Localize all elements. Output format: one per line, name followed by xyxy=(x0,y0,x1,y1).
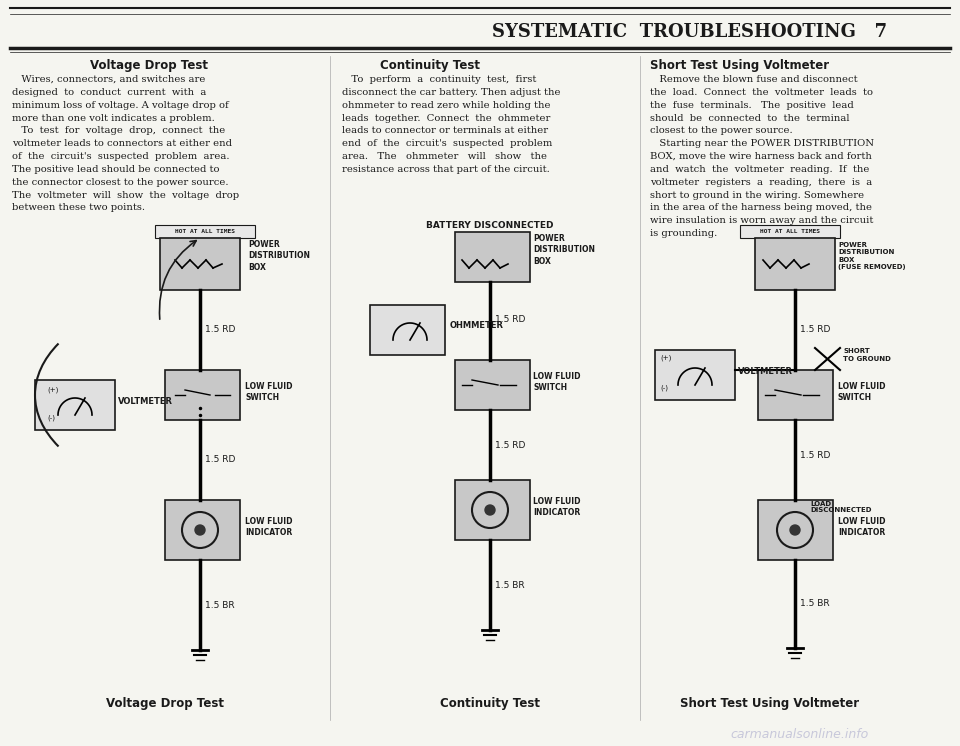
Text: VOLTMETER: VOLTMETER xyxy=(118,398,173,407)
Text: (+): (+) xyxy=(47,386,59,393)
Polygon shape xyxy=(455,360,530,410)
Polygon shape xyxy=(165,500,240,560)
Text: 1.5 RD: 1.5 RD xyxy=(800,451,830,460)
Text: 1.5 RD: 1.5 RD xyxy=(205,325,235,334)
Text: LOW FLUID
INDICATOR: LOW FLUID INDICATOR xyxy=(838,517,885,537)
Text: (+): (+) xyxy=(660,355,671,361)
Text: HOT AT ALL TIMES: HOT AT ALL TIMES xyxy=(760,229,820,234)
Circle shape xyxy=(195,525,205,535)
Text: (-): (-) xyxy=(47,415,55,421)
Text: Voltage Drop Test: Voltage Drop Test xyxy=(106,698,224,710)
Text: POWER
DISTRIBUTION
BOX
(FUSE REMOVED): POWER DISTRIBUTION BOX (FUSE REMOVED) xyxy=(838,242,905,270)
Text: LOW FLUID
SWITCH: LOW FLUID SWITCH xyxy=(533,372,581,392)
Circle shape xyxy=(485,505,495,515)
Text: Short Test Using Voltmeter: Short Test Using Voltmeter xyxy=(681,698,859,710)
Text: Remove the blown fuse and disconnect
the  load.  Connect  the  voltmeter  leads : Remove the blown fuse and disconnect the… xyxy=(650,75,874,238)
Polygon shape xyxy=(455,232,530,282)
Text: Continuity Test: Continuity Test xyxy=(440,698,540,710)
Text: LOW FLUID
INDICATOR: LOW FLUID INDICATOR xyxy=(533,497,581,517)
Text: 1.5 RD: 1.5 RD xyxy=(495,316,525,325)
Text: (-): (-) xyxy=(660,385,668,391)
Polygon shape xyxy=(740,225,840,238)
Text: 1.5 BR: 1.5 BR xyxy=(205,601,234,609)
Text: LOAD
DISCONNECTED: LOAD DISCONNECTED xyxy=(810,501,872,513)
Circle shape xyxy=(790,525,800,535)
Text: 1.5 BR: 1.5 BR xyxy=(800,598,829,607)
Text: To  perform  a  continuity  test,  first
disconnect the car battery. Then adjust: To perform a continuity test, first disc… xyxy=(342,75,561,174)
Text: Voltage Drop Test: Voltage Drop Test xyxy=(90,58,208,72)
Polygon shape xyxy=(758,370,833,420)
Polygon shape xyxy=(455,480,530,540)
Polygon shape xyxy=(35,380,115,430)
Text: BATTERY DISCONNECTED: BATTERY DISCONNECTED xyxy=(426,221,554,230)
Polygon shape xyxy=(370,305,445,355)
Text: HOT AT ALL TIMES: HOT AT ALL TIMES xyxy=(175,229,235,234)
Text: LOW FLUID
SWITCH: LOW FLUID SWITCH xyxy=(245,382,293,402)
Text: LOW FLUID
INDICATOR: LOW FLUID INDICATOR xyxy=(245,517,293,537)
Polygon shape xyxy=(655,350,735,400)
Polygon shape xyxy=(160,238,240,290)
Polygon shape xyxy=(155,225,255,238)
Text: 1.5 RD: 1.5 RD xyxy=(800,325,830,334)
Polygon shape xyxy=(758,500,833,560)
Text: SHORT
TO GROUND: SHORT TO GROUND xyxy=(843,348,891,362)
Text: 1.5 BR: 1.5 BR xyxy=(495,580,524,589)
Text: Short Test Using Voltmeter: Short Test Using Voltmeter xyxy=(650,58,829,72)
Text: OHMMETER: OHMMETER xyxy=(450,321,504,330)
Text: POWER
DISTRIBUTION
BOX: POWER DISTRIBUTION BOX xyxy=(533,234,595,266)
Text: LOW FLUID
SWITCH: LOW FLUID SWITCH xyxy=(838,382,885,402)
Polygon shape xyxy=(755,238,835,290)
Text: POWER
DISTRIBUTION
BOX: POWER DISTRIBUTION BOX xyxy=(248,240,310,272)
Text: 1.5 RD: 1.5 RD xyxy=(205,456,235,465)
Text: 1.5 RD: 1.5 RD xyxy=(495,440,525,450)
Text: Continuity Test: Continuity Test xyxy=(380,58,480,72)
Text: SYSTEMATIC  TROUBLESHOOTING   7: SYSTEMATIC TROUBLESHOOTING 7 xyxy=(492,23,888,41)
Polygon shape xyxy=(165,370,240,420)
Text: VOLTMETER: VOLTMETER xyxy=(738,368,793,377)
Text: Wires, connectors, and switches are
designed  to  conduct  current  with  a
mini: Wires, connectors, and switches are desi… xyxy=(12,75,239,213)
Text: carmanualsonline.info: carmanualsonline.info xyxy=(731,729,869,742)
